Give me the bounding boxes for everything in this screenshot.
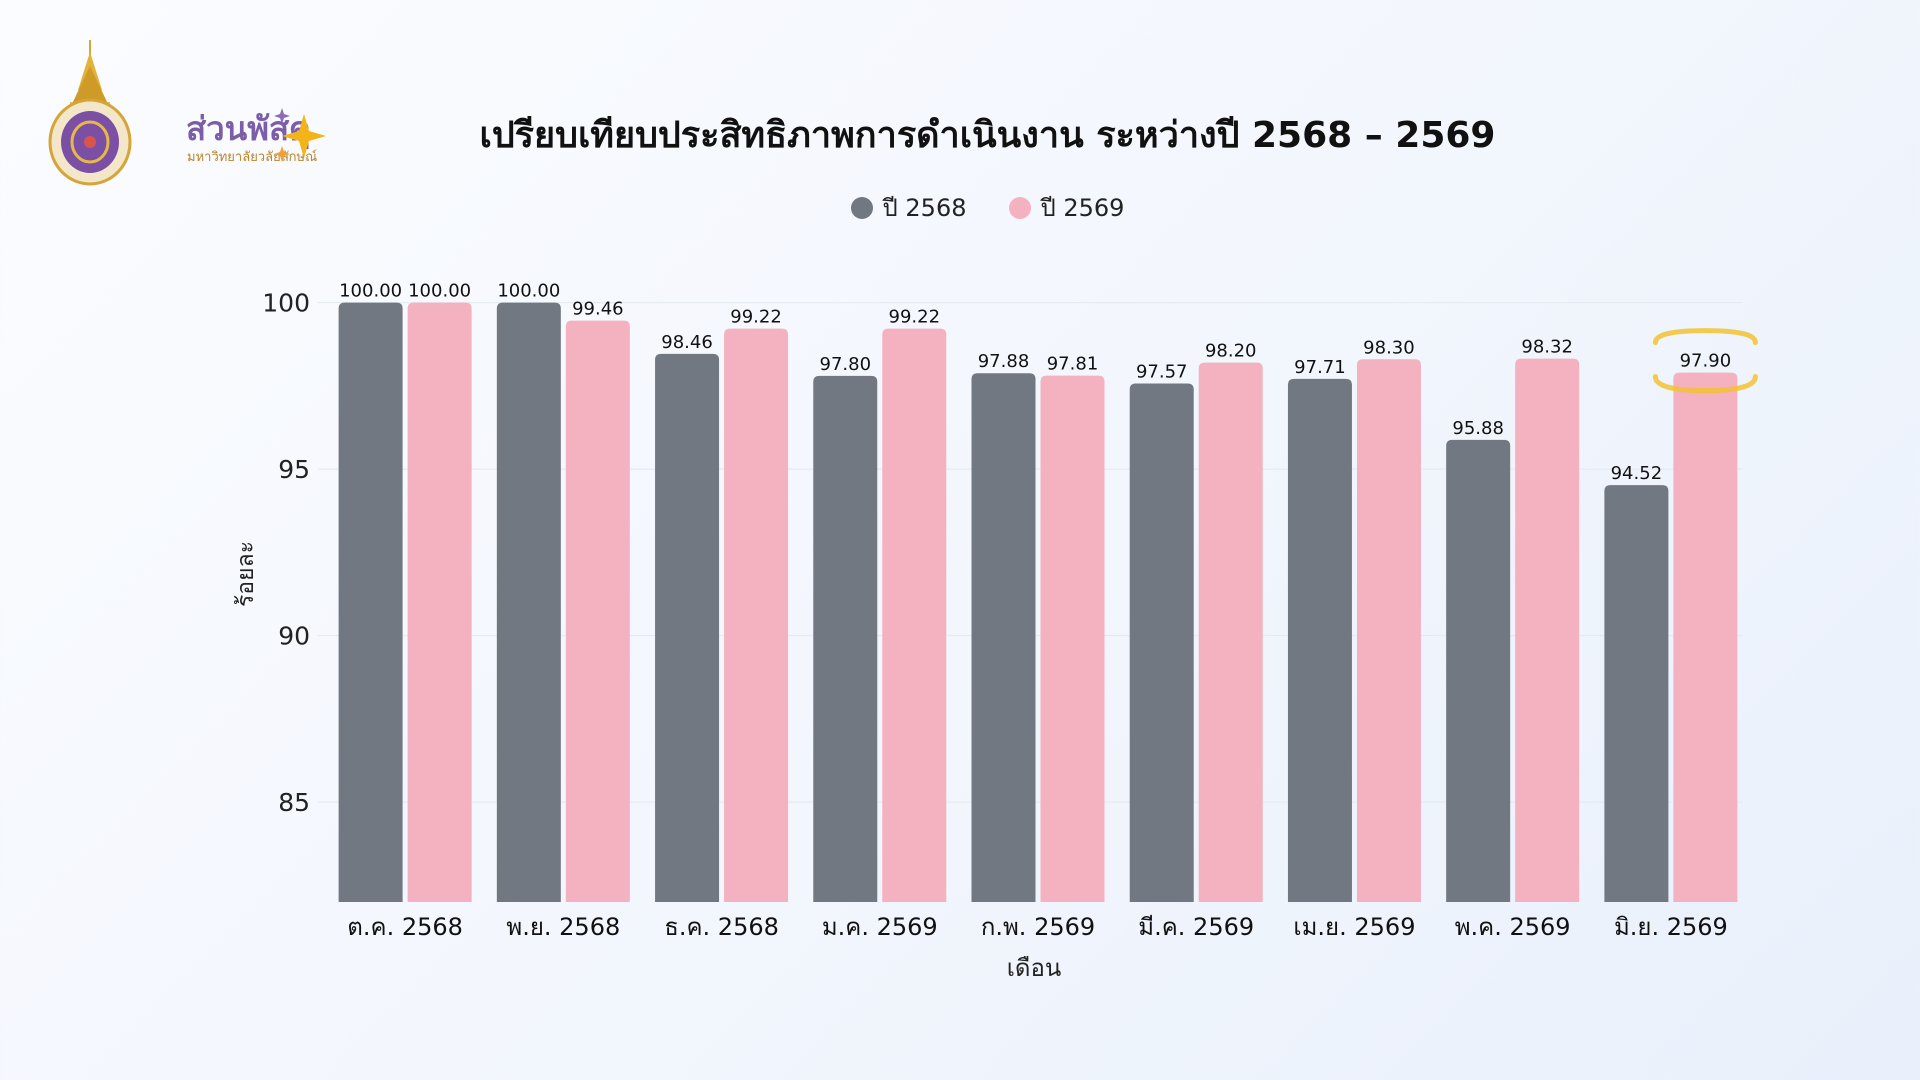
bar-2569 <box>1673 373 1737 902</box>
bar-2569 <box>724 329 788 902</box>
bar-2568 <box>1446 440 1510 902</box>
x-tick-label: พ.ค. 2569 <box>1455 913 1571 941</box>
x-tick-label: มี.ค. 2569 <box>1138 913 1254 941</box>
data-label: 97.88 <box>978 351 1030 372</box>
bar-2568 <box>972 373 1036 902</box>
bar-2569 <box>1199 363 1263 902</box>
x-tick-label: ต.ค. 2568 <box>347 913 463 941</box>
data-label: 98.32 <box>1521 337 1573 358</box>
data-label: 95.88 <box>1452 418 1504 439</box>
x-tick-label: พ.ย. 2568 <box>506 913 620 941</box>
data-label: 97.81 <box>1047 354 1099 375</box>
bar-2568 <box>339 303 403 902</box>
data-label: 99.22 <box>730 307 782 328</box>
bar-2568 <box>655 354 719 902</box>
data-label: 97.57 <box>1136 362 1188 383</box>
data-label: 98.30 <box>1363 337 1415 358</box>
bar-2569 <box>1357 359 1421 902</box>
bar-2569 <box>1515 359 1579 902</box>
bar-2568 <box>1288 379 1352 902</box>
bar-2569 <box>882 329 946 902</box>
y-axis-label: ร้อยละ <box>228 541 264 607</box>
x-tick-label: มิ.ย. 2569 <box>1614 913 1728 941</box>
data-label: 100.00 <box>497 281 560 302</box>
data-label: 99.46 <box>572 299 624 320</box>
data-label: 97.80 <box>820 354 872 375</box>
y-tick-label: 85 <box>278 788 310 817</box>
y-tick-label: 100 <box>262 289 310 318</box>
bar-2569 <box>408 303 472 902</box>
bar-2568 <box>813 376 877 902</box>
x-tick-label: ม.ค. 2569 <box>822 913 938 941</box>
data-label: 94.52 <box>1611 463 1663 484</box>
data-label: 99.22 <box>889 307 941 328</box>
bar-2569 <box>566 321 630 902</box>
highlight-bracket-top <box>1655 331 1755 343</box>
bar-2568 <box>1604 485 1668 902</box>
bar-2569 <box>1041 376 1105 902</box>
bar-2568 <box>497 303 561 902</box>
y-tick-label: 90 <box>278 622 310 651</box>
data-label: 97.90 <box>1680 351 1732 372</box>
x-tick-label: ธ.ค. 2568 <box>664 913 779 941</box>
x-tick-label: เม.ย. 2569 <box>1293 913 1415 941</box>
data-label: 98.20 <box>1205 341 1257 362</box>
bar-2568 <box>1130 384 1194 902</box>
data-label: 98.46 <box>661 332 713 353</box>
y-tick-label: 95 <box>278 455 310 484</box>
x-tick-label: ก.พ. 2569 <box>981 913 1095 941</box>
data-label: 97.71 <box>1294 357 1346 378</box>
data-label: 100.00 <box>339 281 402 302</box>
data-label: 100.00 <box>408 281 471 302</box>
x-axis-label: เดือน <box>1007 948 1062 987</box>
